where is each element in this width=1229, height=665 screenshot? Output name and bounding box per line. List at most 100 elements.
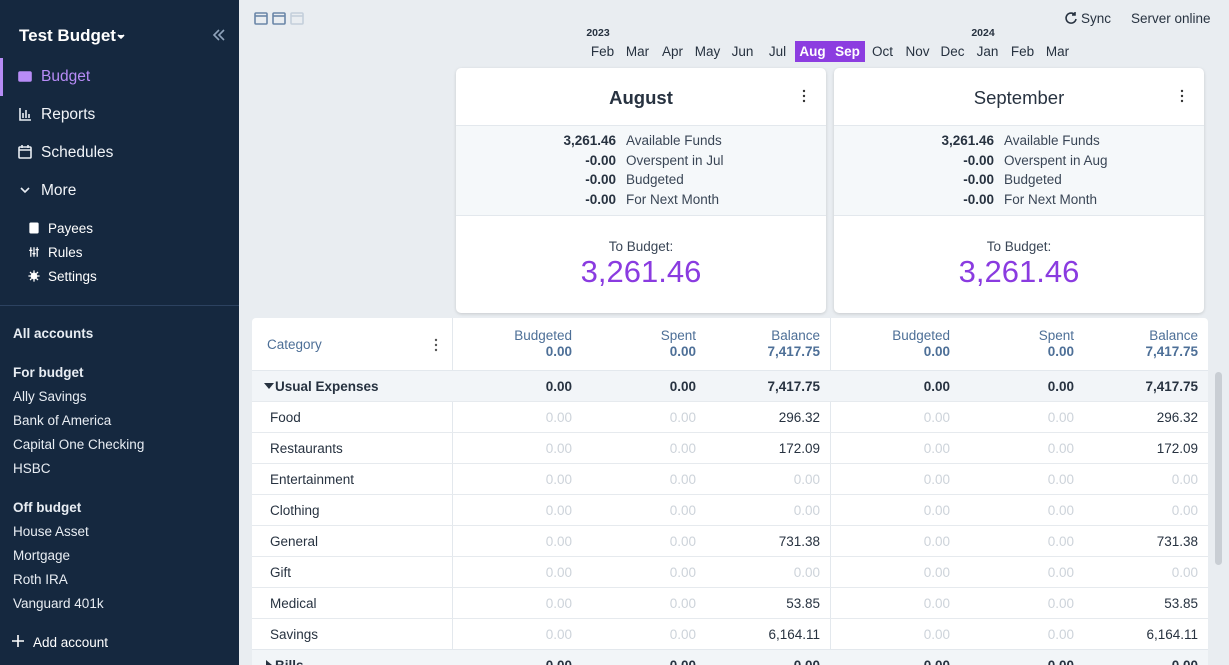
all-accounts[interactable]: All accounts — [13, 326, 94, 341]
month-button[interactable]: Sep — [835, 44, 860, 59]
summary-band — [834, 125, 1204, 216]
summary-label: Overspent in Jul — [626, 152, 724, 168]
expand-toggle — [261, 378, 277, 394]
nav-icon — [17, 106, 33, 122]
category-name[interactable]: Savings — [270, 627, 319, 642]
month-button[interactable]: Aug — [799, 44, 826, 59]
cell: 0.00 — [1047, 627, 1074, 642]
cell: 0.00 — [545, 472, 572, 487]
cell: 53.85 — [786, 596, 820, 611]
month-button[interactable]: Oct — [871, 44, 893, 59]
dropdown-caret — [113, 28, 129, 44]
account[interactable]: Vanguard 401k — [13, 596, 104, 611]
server-status[interactable]: Server online — [1131, 11, 1211, 26]
month-button[interactable]: Mar — [625, 44, 650, 59]
summary-label: For Next Month — [626, 192, 720, 208]
cell: 0.00 — [793, 503, 820, 518]
account[interactable]: HSBC — [13, 461, 51, 476]
category-name[interactable]: Restaurants — [270, 441, 343, 456]
cell: 0.00 — [669, 503, 696, 518]
cell: 0.00 — [923, 596, 950, 611]
month-button[interactable]: Feb — [1010, 44, 1035, 59]
category-row — [252, 463, 1208, 495]
cell: 0.00 — [1047, 379, 1074, 394]
cell: 0.00 — [669, 410, 696, 425]
sub-nav-item[interactable]: Settings — [48, 269, 97, 284]
cell: 0.00 — [794, 658, 820, 665]
month-button[interactable]: Jul — [768, 44, 787, 59]
summary-value: 3,261.46 — [941, 133, 994, 148]
account[interactable]: House Asset — [13, 524, 89, 539]
group-row — [252, 649, 1208, 665]
category-row — [252, 432, 1208, 464]
cell: 0.00 — [669, 472, 696, 487]
sub-nav-icon — [28, 246, 41, 259]
cell: Spent — [660, 328, 696, 343]
cell: 0.00 — [923, 503, 950, 518]
month-button[interactable]: Apr — [661, 44, 683, 59]
category-name[interactable]: Gift — [270, 565, 292, 580]
account-group[interactable]: For budget — [13, 365, 84, 380]
summary-value: -0.00 — [585, 152, 616, 168]
cell: 0.00 — [1047, 596, 1074, 611]
add-account[interactable]: Add account — [33, 635, 109, 650]
account[interactable]: Bank of America — [13, 413, 112, 428]
cell: 0.00 — [670, 658, 696, 665]
nav-item[interactable]: Reports — [41, 106, 96, 123]
cell: 0.00 — [1171, 565, 1198, 580]
month-button[interactable]: Jun — [731, 44, 754, 59]
month-button[interactable]: Jan — [976, 44, 999, 59]
account[interactable]: Mortgage — [13, 548, 71, 563]
nav-item[interactable]: Schedules — [41, 144, 114, 161]
month-button[interactable]: Feb — [590, 44, 615, 59]
month-button[interactable]: Dec — [940, 44, 965, 59]
cell: 0.00 — [545, 441, 572, 456]
category-name[interactable]: Food — [270, 410, 301, 425]
category-name[interactable]: Clothing — [270, 503, 320, 518]
year-label: 2023 — [586, 27, 610, 39]
nav-item[interactable]: Budget — [41, 68, 91, 85]
column-divider — [830, 318, 831, 665]
month-button[interactable]: Nov — [905, 44, 930, 59]
cell: 0.00 — [923, 410, 950, 425]
category-row — [252, 494, 1208, 526]
cell: Budgeted — [514, 328, 572, 343]
summary-value: 3,261.46 — [563, 133, 616, 148]
sub-nav-item[interactable]: Payees — [48, 221, 94, 236]
account[interactable]: Ally Savings — [13, 389, 87, 404]
category-header: Category — [267, 337, 322, 352]
cell: 0.00 — [923, 565, 950, 580]
sub-nav-item[interactable]: Rules — [48, 245, 83, 260]
category-name[interactable]: Entertainment — [270, 472, 355, 487]
group-row — [252, 370, 1208, 402]
cell: 6,164.11 — [1146, 627, 1198, 642]
summary-label: Budgeted — [1004, 172, 1062, 188]
cell: 0.00 — [1048, 658, 1074, 665]
category-name[interactable]: General — [270, 534, 319, 549]
to-budget-label: To Budget: — [986, 239, 1052, 254]
month-button[interactable]: May — [694, 44, 721, 59]
nav-item[interactable]: More — [41, 182, 77, 199]
summary-value: -0.00 — [963, 152, 994, 168]
budget-name[interactable]: Test Budget — [19, 26, 116, 45]
cell: 296.32 — [778, 410, 820, 425]
category-row — [252, 525, 1208, 557]
account[interactable]: Roth IRA — [13, 572, 68, 587]
nav-icon — [17, 144, 33, 160]
summary-label: For Next Month — [1004, 192, 1098, 208]
category-name[interactable]: Medical — [270, 596, 317, 611]
group-name[interactable]: Bills — [275, 658, 304, 665]
group-name[interactable]: Usual Expenses — [275, 379, 379, 394]
cell: 7,417.75 — [1145, 344, 1198, 359]
column-divider — [452, 318, 453, 665]
cell: 0.00 — [1171, 503, 1198, 518]
account-group[interactable]: Off budget — [13, 500, 82, 515]
cell: 296.32 — [1156, 410, 1198, 425]
cell: 0.00 — [1047, 534, 1074, 549]
month-button[interactable]: Mar — [1045, 44, 1070, 59]
account[interactable]: Capital One Checking — [13, 437, 145, 452]
sync-button[interactable]: Sync — [1081, 11, 1112, 26]
cell: 0.00 — [669, 596, 696, 611]
cell: 0.00 — [923, 627, 950, 642]
